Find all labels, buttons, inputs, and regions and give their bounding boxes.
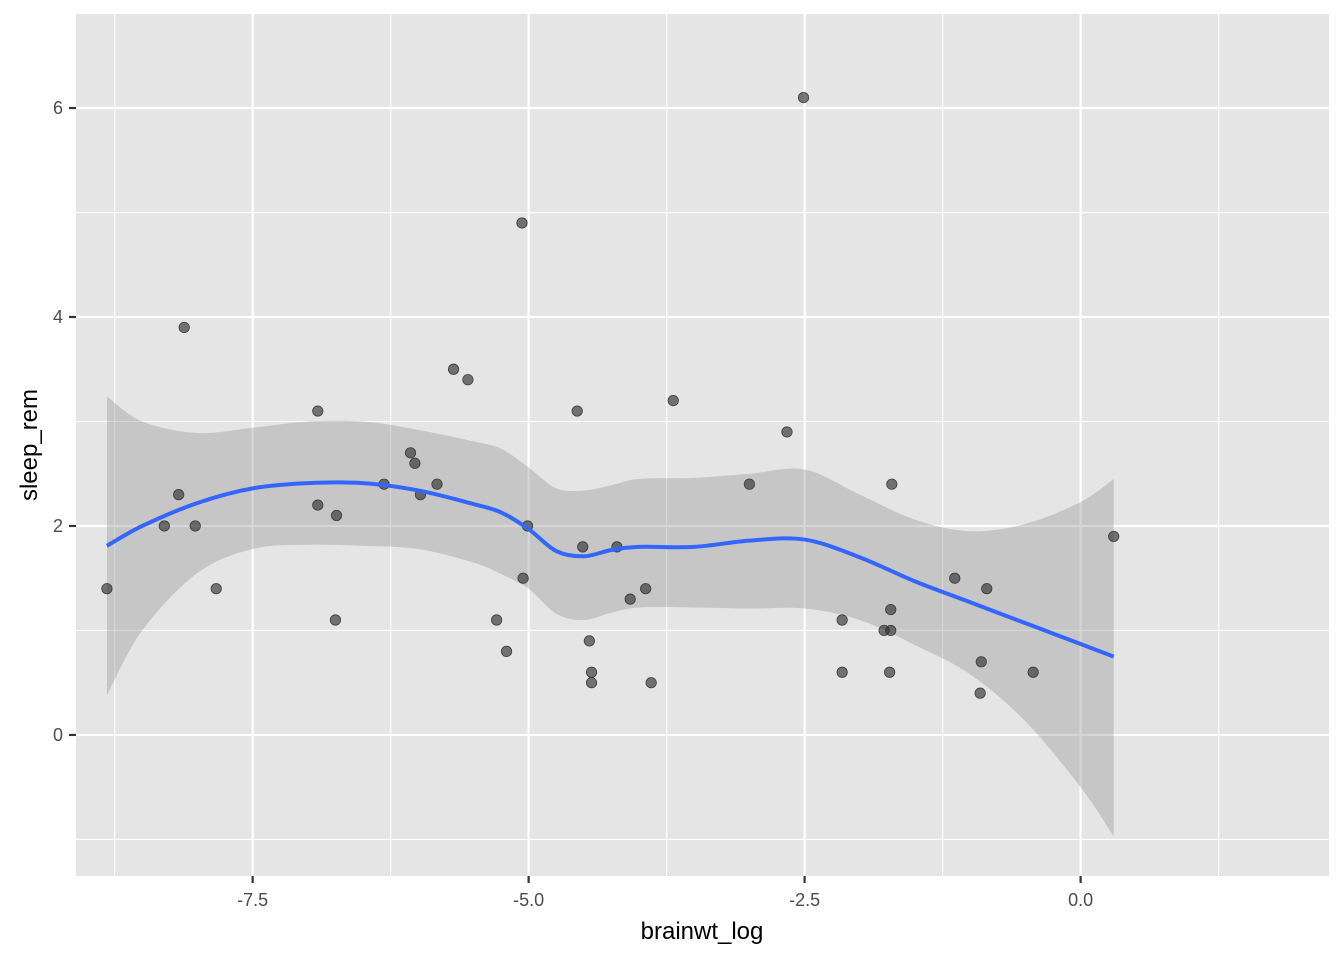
data-point — [516, 217, 528, 229]
data-point — [312, 499, 324, 511]
data-point — [797, 91, 810, 104]
data-point — [949, 572, 961, 584]
data-point — [1027, 666, 1039, 678]
y-tick-label: 4 — [53, 307, 63, 327]
y-tick-label: 0 — [53, 725, 63, 745]
data-point — [667, 394, 679, 407]
x-axis-title: brainwt_log — [641, 918, 764, 945]
data-point — [743, 478, 756, 490]
minor-gridlines — [76, 14, 1329, 876]
smooth-trend-line — [105, 480, 1115, 659]
x-axis-ticks: -7.5 -5.0 -2.5 0.0 — [237, 876, 1093, 910]
y-tick-label: 6 — [53, 98, 63, 118]
data-point — [583, 635, 595, 647]
data-point — [1108, 530, 1120, 543]
x-tick-label: 0.0 — [1068, 890, 1093, 910]
data-point — [329, 614, 342, 626]
data-point — [517, 572, 529, 584]
data-point — [577, 541, 589, 553]
x-tick-label: -5.0 — [513, 890, 544, 910]
data-point — [431, 478, 443, 490]
data-point — [571, 405, 583, 417]
data-point — [404, 447, 417, 459]
confidence-ribbon — [106, 396, 1114, 837]
data-point — [885, 603, 897, 616]
data-point — [885, 624, 897, 637]
data-point — [409, 457, 421, 469]
data-point — [189, 520, 201, 532]
y-tick-label: 2 — [53, 516, 63, 536]
data-point — [173, 489, 185, 501]
data-point — [447, 363, 460, 375]
data-point — [645, 677, 657, 689]
data-point — [101, 583, 113, 595]
plot-panel — [76, 14, 1329, 876]
y-axis-ticks: 0 2 4 6 — [53, 98, 76, 745]
data-point — [981, 583, 993, 595]
data-point — [585, 666, 598, 678]
data-point — [312, 405, 324, 417]
data-point — [781, 426, 793, 438]
data-point — [836, 666, 848, 678]
data-point — [640, 583, 652, 595]
data-point — [585, 677, 598, 689]
data-point — [491, 614, 503, 626]
data-point — [974, 687, 986, 699]
data-point — [178, 321, 190, 334]
data-point — [500, 645, 513, 657]
data-point — [210, 583, 222, 595]
data-point — [886, 478, 898, 490]
data-point — [836, 614, 848, 626]
major-gridlines — [76, 14, 1329, 876]
x-tick-label: -2.5 — [789, 890, 820, 910]
x-tick-label: -7.5 — [237, 890, 268, 910]
data-point — [884, 666, 896, 678]
y-axis-title: sleep_rem — [16, 389, 43, 501]
data-point — [462, 374, 474, 386]
data-point — [158, 520, 170, 532]
data-point — [975, 656, 987, 668]
data-point — [624, 593, 636, 605]
data-point — [330, 509, 343, 522]
data-points — [101, 91, 1120, 699]
